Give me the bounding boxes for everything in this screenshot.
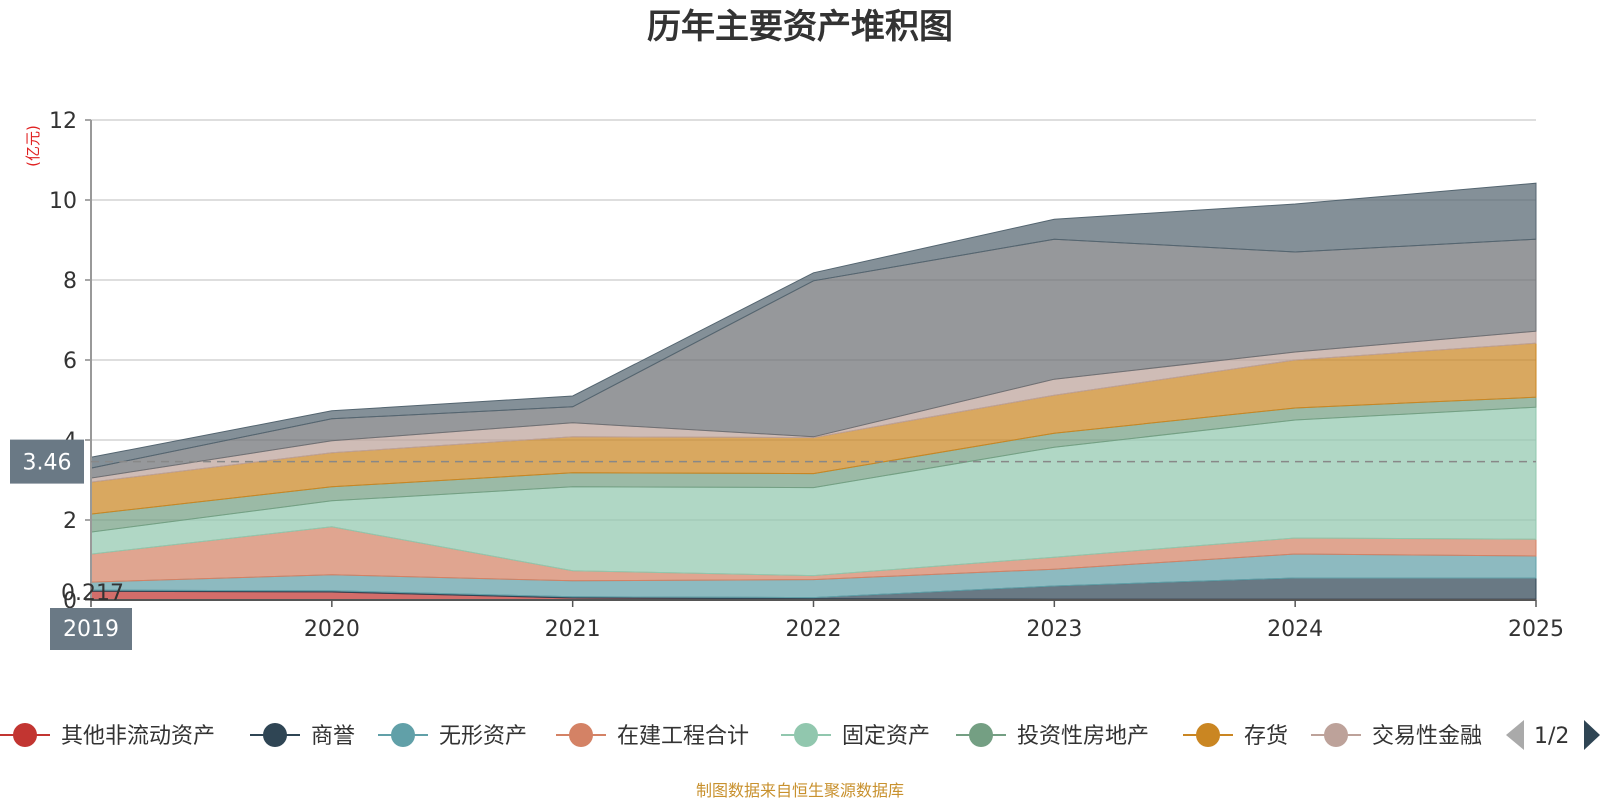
- y-tick-label-3: 6: [63, 349, 77, 374]
- legend-marker-3: [569, 723, 593, 747]
- y-tick-label-5: 10: [49, 189, 77, 214]
- legend-label-7: 交易性金融: [1372, 724, 1482, 749]
- legend-label-5: 投资性房地产: [1017, 724, 1149, 749]
- legend-marker-7: [1324, 723, 1348, 747]
- legend-marker-0: [13, 723, 37, 747]
- y-tick-label-0: 0: [63, 589, 77, 614]
- hover-category-box: [50, 608, 132, 650]
- legend-item-1[interactable]: 商誉: [250, 723, 355, 749]
- legend-prev-page-icon[interactable]: [1506, 720, 1524, 750]
- x-tick-label-3: 2022: [786, 617, 842, 642]
- legend-label-4: 固定资产: [842, 724, 930, 749]
- legend-item-7[interactable]: 交易性金融: [1311, 723, 1482, 749]
- hover-category-label: 2019: [63, 617, 119, 642]
- first-point-label: 0.217: [61, 581, 124, 606]
- chart-title: 历年主要资产堆积图: [647, 7, 953, 47]
- x-tick-label-5: 2024: [1267, 617, 1323, 642]
- legend-item-0[interactable]: 其他非流动资产: [0, 723, 215, 749]
- legend-item-2[interactable]: 无形资产: [378, 723, 527, 749]
- legend-marker-1: [263, 723, 287, 747]
- y-tick-label-4: 8: [63, 269, 77, 294]
- legend-item-5[interactable]: 投资性房地产: [956, 723, 1149, 749]
- legend-page-indicator: 1/2: [1534, 724, 1569, 749]
- hover-value-label: 3.46: [23, 451, 72, 476]
- legend-label-3: 在建工程合计: [617, 724, 749, 749]
- y-tick-label-6: 12: [49, 109, 77, 134]
- x-tick-label-1: 2020: [304, 617, 360, 642]
- legend[interactable]: 其他非流动资产 商誉 无形资产 在建工程合计 固定资产 投资性房地产 存货 交易性金融 1/2: [0, 720, 1600, 750]
- area-series: [90, 182, 1537, 601]
- legend-next-page-icon[interactable]: [1584, 720, 1600, 750]
- legend-label-1: 商誉: [311, 724, 355, 749]
- hover-value-box: [10, 439, 84, 484]
- x-axis-ticks: 2020 2021 2022 2023 2024 2025: [90, 600, 1564, 642]
- legend-label-0: 其他非流动资产: [61, 724, 215, 749]
- x-tick-label-6: 2025: [1508, 617, 1564, 642]
- legend-marker-6: [1196, 723, 1220, 747]
- legend-marker-4: [794, 723, 818, 747]
- legend-marker-5: [969, 723, 993, 747]
- y-tick-label-1: 2: [63, 509, 77, 534]
- y-axis-ticks: 024681012: [49, 109, 77, 614]
- legend-label-6: 存货: [1244, 724, 1288, 749]
- legend-item-6[interactable]: 存货: [1183, 723, 1288, 749]
- legend-label-2: 无形资产: [439, 724, 527, 749]
- source-note: 制图数据来自恒生聚源数据库: [696, 781, 904, 800]
- area-9: [90, 182, 1537, 469]
- legend-item-4[interactable]: 固定资产: [781, 723, 930, 749]
- x-tick-label-4: 2023: [1026, 617, 1082, 642]
- x-tick-label-2: 2021: [545, 617, 601, 642]
- hover-markers: 3.46 2019 0.217: [10, 439, 1536, 650]
- y-axis-unit: (亿元): [24, 125, 42, 167]
- legend-item-3[interactable]: 在建工程合计: [556, 723, 749, 749]
- legend-marker-2: [391, 723, 415, 747]
